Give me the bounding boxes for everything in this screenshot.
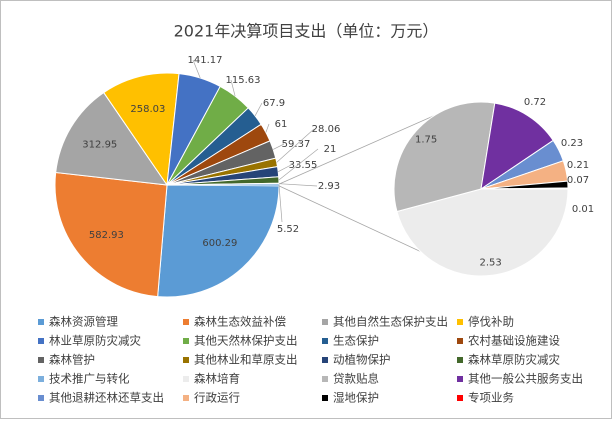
data-label: 0.23 xyxy=(561,138,583,149)
legend-swatch xyxy=(457,357,463,363)
legend-label: 森林资源管理 xyxy=(49,315,118,329)
data-label: 61 xyxy=(275,119,288,130)
data-label: 600.29 xyxy=(202,238,237,249)
pie-slice xyxy=(54,171,168,298)
legend-swatch xyxy=(457,376,463,382)
legend-swatch xyxy=(38,338,44,344)
legend-swatch xyxy=(38,376,44,382)
legend-label: 停伐补助 xyxy=(468,315,514,329)
data-label: 28.06 xyxy=(312,124,341,135)
legend-label: 森林生态效益补偿 xyxy=(194,315,286,329)
pie-slice xyxy=(103,72,180,187)
legend-label: 贷款贴息 xyxy=(333,372,379,386)
legend-swatch xyxy=(457,338,463,344)
legend-label: 行政运行 xyxy=(194,391,240,405)
chart-title: 2021年决算项目支出（单位：万元） xyxy=(174,22,439,41)
leader-line xyxy=(273,143,285,150)
leader-line xyxy=(265,123,270,133)
data-label: 21 xyxy=(324,144,337,155)
leader-line xyxy=(230,79,236,97)
legend-swatch xyxy=(322,395,328,401)
data-label: 33.55 xyxy=(289,160,318,171)
data-label: 258.03 xyxy=(130,104,165,115)
legend-label: 其他一般公共服务支出 xyxy=(468,372,583,386)
connector-line xyxy=(278,105,457,185)
pie-slice xyxy=(480,102,554,191)
data-label: 2.93 xyxy=(318,181,340,192)
legend-label: 森林管护 xyxy=(49,353,95,367)
data-label: 0.21 xyxy=(567,160,589,171)
data-label: 0.01 xyxy=(572,204,594,215)
legend-label: 森林草原防灾减灾 xyxy=(468,353,560,367)
leader-line xyxy=(278,183,318,187)
legend-label: 农村基础设施建设 xyxy=(468,334,560,348)
legend-swatch xyxy=(457,319,463,325)
legend-label: 其他林业和草原支出 xyxy=(194,353,298,367)
data-label: 2.53 xyxy=(480,257,502,268)
legend-label: 技术推广与转化 xyxy=(49,372,130,386)
legend-label: 动植物保护 xyxy=(333,353,391,367)
legend-swatch xyxy=(322,357,328,363)
legend-label: 其他自然生态保护支出 xyxy=(333,315,448,329)
leader-line xyxy=(192,59,201,79)
data-label: 1.75 xyxy=(415,134,437,145)
pie-slice xyxy=(396,188,569,277)
legend-label: 森林培育 xyxy=(194,372,240,386)
data-label: 59.37 xyxy=(282,139,311,150)
legend-label: 其他退耕还林还草支出 xyxy=(49,391,164,405)
pie-slice xyxy=(55,91,169,186)
pie-slice xyxy=(157,184,280,298)
leader-line xyxy=(278,148,319,181)
legend-swatch xyxy=(183,357,189,363)
leader-line xyxy=(278,184,283,223)
legend-swatch xyxy=(322,338,328,344)
leader-line xyxy=(254,102,263,117)
leader-line xyxy=(276,128,315,163)
legend-swatch xyxy=(322,319,328,325)
legend-swatch xyxy=(38,395,44,401)
legend-swatch xyxy=(457,395,463,401)
leader-line xyxy=(278,164,292,172)
legend-label: 其他天然林保护支出 xyxy=(194,334,298,348)
data-label: 5.52 xyxy=(277,224,299,235)
legend-label: 林业草原防灾减灾 xyxy=(49,334,141,348)
legend-swatch xyxy=(38,319,44,325)
legend-label: 专项业务 xyxy=(468,391,514,405)
legend-swatch xyxy=(183,376,189,382)
data-label: 67.9 xyxy=(263,98,285,109)
data-label: 0.72 xyxy=(524,97,546,108)
legend-label: 湿地保护 xyxy=(333,391,379,405)
data-label: 0.07 xyxy=(567,175,589,186)
legend-label: 生态保护 xyxy=(333,334,379,348)
data-label: 312.95 xyxy=(82,140,117,151)
pie-slice xyxy=(480,187,569,190)
legend-swatch xyxy=(322,376,328,382)
data-label: 582.93 xyxy=(89,230,124,241)
legend-swatch xyxy=(183,319,189,325)
data-label: 141.17 xyxy=(188,55,223,66)
data-label: 115.63 xyxy=(226,75,261,86)
legend-swatch xyxy=(38,357,44,363)
pie-slice xyxy=(393,101,496,213)
legend-swatch xyxy=(183,395,189,401)
legend-swatch xyxy=(183,338,189,344)
